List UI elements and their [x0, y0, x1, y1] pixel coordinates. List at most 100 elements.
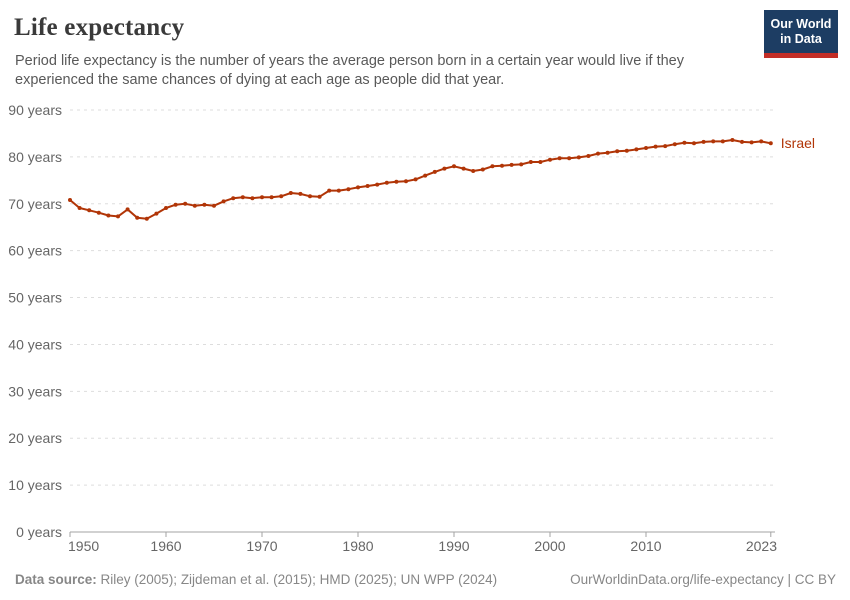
data-point[interactable]	[749, 140, 754, 145]
page-title: Life expectancy	[14, 14, 185, 41]
x-axis-ticks	[69, 532, 772, 537]
data-point[interactable]	[711, 139, 716, 144]
data-point[interactable]	[768, 141, 773, 146]
x-tick-label: 1990	[438, 538, 469, 554]
data-point[interactable]	[202, 202, 207, 207]
x-tick-label: 2023	[746, 538, 777, 554]
data-source-label: Data source:	[15, 572, 97, 587]
data-point[interactable]	[567, 156, 572, 161]
data-point[interactable]	[87, 208, 92, 213]
data-point[interactable]	[730, 138, 735, 142]
data-point[interactable]	[173, 202, 178, 207]
data-point[interactable]	[394, 179, 399, 184]
data-point[interactable]	[346, 187, 351, 192]
data-point[interactable]	[125, 207, 130, 212]
data-point[interactable]	[500, 163, 504, 168]
data-point[interactable]	[77, 206, 82, 210]
data-point[interactable]	[663, 144, 668, 149]
data-point[interactable]	[116, 214, 120, 219]
x-tick-label: 1960	[150, 538, 181, 554]
data-point[interactable]	[692, 141, 696, 146]
data-point[interactable]	[212, 203, 216, 208]
y-tick-label: 80 years	[8, 149, 62, 165]
data-point[interactable]	[519, 162, 524, 167]
logo-line-2: in Data	[780, 32, 822, 46]
data-point[interactable]	[576, 155, 581, 160]
footer-citation-link[interactable]: OurWorldinData.org/life-expectancy | CC …	[570, 572, 836, 587]
y-tick-label: 60 years	[8, 243, 62, 259]
data-point[interactable]	[586, 154, 591, 158]
data-point[interactable]	[298, 191, 303, 196]
data-point[interactable]	[759, 139, 764, 144]
data-point[interactable]	[605, 150, 610, 155]
data-point[interactable]	[672, 142, 677, 147]
data-point[interactable]	[596, 151, 600, 156]
data-point[interactable]	[423, 173, 428, 178]
y-tick-label: 50 years	[8, 290, 62, 306]
data-point[interactable]	[615, 149, 620, 154]
data-point[interactable]	[135, 215, 140, 220]
data-point[interactable]	[471, 169, 476, 173]
data-point[interactable]	[269, 195, 274, 200]
x-tick-label: 1970	[246, 538, 277, 554]
entity-label[interactable]: Israel	[781, 135, 815, 151]
data-point[interactable]	[164, 206, 168, 210]
x-tick-label: 2000	[534, 538, 565, 554]
data-point[interactable]	[336, 188, 341, 193]
data-point[interactable]	[528, 160, 533, 164]
data-point[interactable]	[490, 164, 495, 169]
data-point[interactable]	[250, 196, 255, 201]
data-point[interactable]	[624, 148, 629, 153]
data-point[interactable]	[461, 166, 466, 171]
data-point[interactable]	[682, 140, 687, 145]
data-point[interactable]	[442, 166, 447, 171]
data-point[interactable]	[634, 147, 639, 152]
data-point[interactable]	[653, 144, 658, 149]
data-source-text: Riley (2005); Zijdeman et al. (2015); HM…	[96, 572, 498, 587]
data-point[interactable]	[557, 156, 562, 161]
y-tick-label: 30 years	[8, 383, 62, 399]
data-point[interactable]	[231, 196, 236, 201]
chart-footer: Data source: Riley (2005); Zijdeman et a…	[15, 572, 836, 587]
data-point[interactable]	[192, 203, 197, 208]
data-point[interactable]	[154, 211, 159, 216]
data-point[interactable]	[365, 184, 370, 188]
data-point[interactable]	[308, 194, 312, 199]
data-point[interactable]	[432, 169, 437, 174]
data-point[interactable]	[221, 199, 226, 204]
y-tick-label: 40 years	[8, 336, 62, 352]
series-line-israel[interactable]	[69, 139, 772, 220]
y-tick-label: 90 years	[8, 102, 62, 118]
data-point[interactable]	[260, 195, 264, 200]
data-point[interactable]	[480, 167, 485, 172]
data-point[interactable]	[413, 177, 418, 182]
data-point[interactable]	[96, 210, 101, 215]
data-point[interactable]	[279, 194, 284, 199]
data-point[interactable]	[288, 191, 293, 195]
data-point[interactable]	[404, 179, 408, 184]
data-point[interactable]	[701, 139, 706, 144]
data-point[interactable]	[240, 195, 245, 200]
data-point[interactable]	[538, 160, 543, 164]
data-point[interactable]	[740, 139, 744, 144]
data-point[interactable]	[720, 139, 725, 144]
data-point[interactable]	[327, 188, 332, 193]
data-point[interactable]	[644, 146, 648, 150]
data-point[interactable]	[106, 213, 111, 218]
data-point[interactable]	[384, 180, 389, 185]
chart-subtitle: Period life expectancy is the number of …	[15, 53, 684, 89]
line-chart[interactable]: 0 years 10 years 20 years 30 years 40 years 5…	[0, 93, 850, 558]
data-point[interactable]	[68, 198, 72, 202]
data-point[interactable]	[375, 182, 380, 187]
series-points	[68, 138, 773, 221]
data-point[interactable]	[548, 157, 552, 162]
data-point[interactable]	[183, 201, 188, 206]
data-point[interactable]	[452, 164, 456, 169]
data-point[interactable]	[144, 216, 149, 221]
data-point[interactable]	[356, 185, 360, 190]
data-point[interactable]	[317, 194, 322, 199]
data-point[interactable]	[509, 162, 514, 167]
y-axis-labels: 0 years 10 years 20 years 30 years 40 years 5…	[8, 102, 62, 540]
y-tick-label: 70 years	[8, 196, 62, 212]
